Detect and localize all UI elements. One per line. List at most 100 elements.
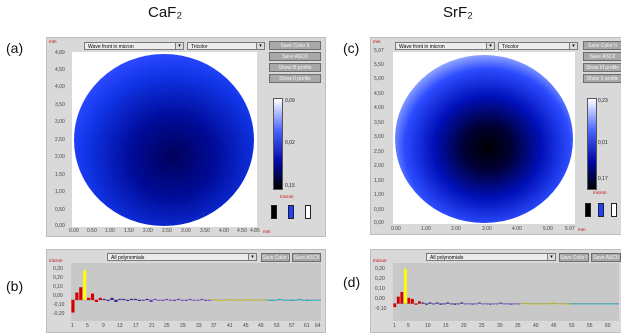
panel-b-zernike: micron All polynomials ▾ Save Color II S… (46, 249, 326, 333)
panel-c-x-tick: 5.97 (565, 226, 575, 232)
panel-a-display-select-value: Wave front in micron (88, 44, 134, 50)
panel-d-bar (485, 303, 488, 305)
panel-b-bar (165, 298, 169, 300)
panel-a-y-tick: 4,89 (55, 50, 65, 56)
panel-b-bar (254, 299, 259, 301)
panel-d-bar (524, 302, 527, 304)
panel-b-x-tick: 33 (196, 323, 202, 329)
panel-b-x-tick: 21 (149, 323, 155, 329)
panel-b-bar (157, 299, 161, 301)
panel-a-y-tick: 0,00 (55, 223, 65, 229)
panel-d-x-tick: 5 (407, 323, 410, 329)
panel-b-bar (231, 299, 235, 301)
panel-c-y-tick: 1,00 (374, 192, 384, 198)
panel-a-x-tick: 4.00 (219, 228, 229, 234)
panel-c-x-tick: 3.00 (482, 226, 492, 232)
panel-b-x-tick: 1 (71, 323, 74, 329)
panel-b-chart (71, 270, 321, 313)
panel-d-y-tick: 0,10 (375, 286, 385, 292)
panel-d-x-tick: 55 (587, 323, 593, 329)
panel-d-bar (559, 303, 563, 305)
panel-b-x-tick: 41 (227, 323, 233, 329)
panel-d-bar (453, 303, 457, 305)
panel-a-show-ii-profile-button[interactable]: Show II profile (269, 74, 321, 83)
panel-c-color-chip-mid[interactable] (598, 203, 604, 217)
panel-d-x-tick: 30 (497, 323, 503, 329)
panel-a-display-select[interactable]: Wave front in micron ▾ (84, 42, 184, 50)
panel-d-bar (400, 292, 404, 304)
panel-c-color-chip-high[interactable] (611, 203, 617, 217)
chevron-down-icon: ▾ (175, 43, 183, 49)
panel-d-bar (425, 303, 428, 305)
panel-b-save-ascii-button[interactable]: Save ASCII (292, 253, 321, 262)
panel-d-bar (446, 302, 450, 304)
panel-a-x-tick: 3.00 (181, 228, 191, 234)
panel-a-show-profile-button[interactable]: Show I/I profile (269, 63, 321, 72)
panel-b-y-tick: 0,20 (53, 275, 63, 281)
panel-c-colorbar (587, 98, 597, 190)
panel-b-bar (118, 298, 122, 300)
panel-c-show-ii-profile-button[interactable]: Show II profile (583, 74, 621, 83)
panel-b-bar (110, 297, 114, 300)
panel-c-color-chip-low[interactable] (585, 203, 591, 217)
panel-b-save-color-button[interactable]: Save Color II (261, 253, 290, 262)
panel-d-bar (481, 303, 485, 305)
panel-d-bar (569, 303, 573, 305)
panel-d-save-ascii-button[interactable]: Save ASCII (591, 253, 621, 262)
panel-b-polynomial-select[interactable]: All polynomials ▾ (107, 253, 257, 261)
panel-b-x-tick: 25 (164, 323, 170, 329)
panel-c-plot-area (393, 52, 575, 224)
panel-c-wavefront-map (395, 55, 573, 223)
panel-c-y-tick: 5,50 (374, 62, 384, 68)
panel-a-save-ascii-button[interactable]: Save ASCII (269, 52, 321, 61)
panel-b-bar (223, 299, 227, 301)
panel-d-x-tick: 45 (551, 323, 557, 329)
panel-d-bar (495, 303, 499, 305)
panel-a-color-chip-high[interactable] (305, 205, 311, 219)
panel-d-bar (396, 296, 400, 304)
panel-c-show-profile-button[interactable]: Show I/I profile (583, 63, 621, 72)
panel-a-colorbar-tick: 0,02 (285, 140, 295, 146)
panel-b-bar (212, 298, 216, 300)
panel-c-x-tick: 5.00 (543, 226, 553, 232)
panel-a-x-tick: 1.50 (124, 228, 134, 234)
panel-d-bar (418, 301, 421, 304)
panel-a-colormap-select[interactable]: Tricolor ▾ (187, 42, 265, 50)
panel-c-save-color-button[interactable]: Save Color II (583, 41, 621, 50)
panel-c-display-select[interactable]: Wave front in micron ▾ (395, 42, 495, 50)
panel-d-save-color-button[interactable]: Save Color II (559, 253, 589, 262)
panel-d-bar (474, 303, 478, 305)
panel-c-save-ascii-button[interactable]: Save ASCII (583, 52, 621, 61)
panel-b-bar (266, 299, 270, 301)
panel-b-bar (98, 297, 102, 300)
panel-a-y-tick: 1,00 (55, 189, 65, 195)
panel-b-bar (208, 299, 212, 301)
panel-a-plot-area (72, 52, 257, 227)
panel-d-bar (615, 303, 619, 305)
panel-b-bar (227, 298, 231, 300)
panel-b-x-tick: 37 (211, 323, 217, 329)
panel-c-colormap-select[interactable]: Tricolor ▾ (498, 42, 578, 50)
panel-b-bar (251, 299, 255, 301)
panel-a-save-color-button[interactable]: Save Color II (269, 41, 321, 50)
panel-c-y-tick: 3,00 (374, 134, 384, 140)
panel-d-y-tick: 0,00 (375, 296, 385, 302)
panel-d-bar (538, 303, 541, 305)
panel-d-polynomial-select[interactable]: All polynomials ▾ (426, 253, 556, 261)
panel-a-y-tick: 2,00 (55, 154, 65, 160)
panel-c-y-tick: 5,00 (374, 76, 384, 82)
panel-a-colormap-select-value: Tricolor (191, 44, 208, 50)
panel-b-bar (126, 299, 130, 301)
panel-a-color-chip-low[interactable] (271, 205, 277, 219)
panel-d-bar (499, 302, 503, 304)
panel-b-bar (137, 299, 141, 301)
panel-a-wavefront-map (74, 54, 254, 226)
panel-d-bar (506, 303, 510, 305)
panel-a-x-tick: 4.85 (250, 228, 260, 234)
panel-a-colorbar-tick: 0,09 (285, 98, 295, 104)
chevron-down-icon: ▾ (248, 254, 256, 260)
panel-c-x-tick: 1.00 (421, 226, 431, 232)
panel-a-colorbar-tick: 0,15 (285, 183, 295, 189)
panel-a-color-chip-mid[interactable] (288, 205, 294, 219)
panel-b-x-tick: 13 (117, 323, 123, 329)
